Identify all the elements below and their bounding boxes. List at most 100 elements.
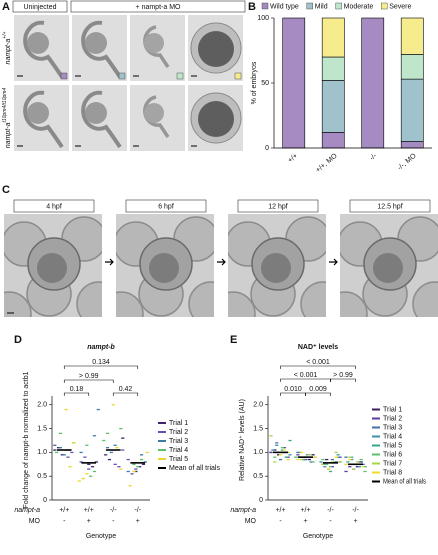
legend-label: Moderate [344, 3, 374, 10]
significance-bracket [63, 392, 90, 396]
chorion [116, 291, 144, 317]
panel-label: E [230, 334, 237, 346]
data-point [55, 451, 59, 454]
embryo [23, 20, 64, 79]
data-point [330, 466, 334, 468]
yolk [144, 103, 164, 123]
data-point [350, 456, 354, 458]
yolk [144, 33, 164, 53]
data-point [87, 468, 91, 470]
data-point [288, 439, 292, 442]
data-point [273, 461, 277, 463]
yolk [27, 102, 49, 124]
data-point [278, 454, 283, 456]
data-point [307, 458, 311, 461]
data-point [363, 466, 367, 468]
p-value: > 0.99 [79, 373, 99, 380]
panel-label: C [2, 184, 10, 196]
data-point [309, 461, 313, 463]
data-point [121, 449, 125, 451]
row-label: nampt-a+/+ [2, 31, 12, 64]
legend-swatch [381, 2, 388, 10]
y-tick-label: 1.0 [253, 449, 263, 456]
x-tick-label: - [63, 518, 66, 525]
legend-label: Severe [389, 3, 411, 10]
significance-bracket [280, 392, 306, 396]
x-tick-label: +/+ [275, 507, 285, 514]
data-point [327, 468, 331, 470]
yolk [27, 32, 49, 54]
data-point [273, 449, 277, 451]
yolk [37, 253, 67, 283]
stage-box [13, 199, 95, 213]
significance-bracket [112, 392, 139, 396]
data-point [143, 461, 147, 463]
data-point [355, 466, 359, 468]
chart-title: nampt-b [87, 344, 115, 351]
x-tick-label: +/+ [59, 507, 69, 514]
data-point [294, 456, 298, 458]
data-point [139, 454, 144, 456]
data-point [275, 444, 279, 446]
stage-box [237, 199, 319, 213]
chorion [4, 291, 32, 317]
data-point [348, 456, 352, 458]
significance-bracket [305, 392, 331, 396]
bar-segment [321, 17, 345, 58]
data-point [282, 449, 286, 451]
data-point [328, 470, 333, 473]
data-point [280, 449, 284, 451]
data-point [280, 447, 284, 449]
phenotype-key [60, 72, 68, 80]
data-point [92, 470, 97, 473]
data-point [126, 458, 130, 461]
data-point [336, 456, 340, 458]
chorion [412, 281, 438, 317]
legend-label: Trial 2 [169, 429, 188, 436]
data-point [77, 480, 81, 482]
data-point [311, 461, 315, 463]
data-point [328, 466, 333, 468]
legend-label: Trial 4 [383, 433, 402, 440]
data-point [338, 461, 342, 463]
data-point [334, 456, 338, 458]
yolk [149, 253, 179, 283]
yolk [85, 32, 107, 54]
significance-bracket [63, 379, 114, 383]
bar-segment [321, 132, 345, 149]
stage-label: 12.5 hpf [377, 203, 402, 210]
data-point [117, 466, 121, 468]
legend-label: Mild [315, 3, 328, 10]
y-tick-label: 2.0 [37, 402, 47, 409]
yolk [261, 253, 291, 283]
y-tick-label: 1.0 [37, 449, 47, 456]
bar-segment [361, 17, 385, 149]
x-tick-label: +/+ [287, 153, 299, 165]
data-point [139, 458, 144, 461]
x-tick-label: -/- [369, 152, 379, 162]
data-point [302, 458, 306, 461]
x-tick-label: +/+ [84, 507, 94, 514]
gene: nampt-a [5, 122, 12, 148]
y-axis-title: Relative NAD⁺ levels (AU) [239, 399, 246, 481]
stage-label: 4 hpf [46, 203, 62, 210]
data-point [321, 458, 325, 461]
data-point [104, 454, 108, 456]
data-point [298, 451, 302, 454]
data-point [325, 463, 329, 465]
data-point [66, 456, 70, 458]
data-point [58, 447, 63, 449]
data-point [282, 447, 286, 449]
x-tick-label: + [303, 518, 307, 525]
phenotype-key [176, 72, 184, 80]
bar-segment [400, 78, 424, 142]
x-tick-label: -/-, MO [397, 152, 419, 172]
data-point [296, 458, 300, 461]
data-point [363, 470, 367, 473]
data-point [344, 470, 348, 473]
embryo [81, 20, 122, 79]
data-point [68, 466, 72, 468]
y-axis-title: % of embryos [251, 61, 258, 104]
x-tick-label: + [87, 518, 91, 525]
legend-label: Trial 2 [383, 415, 402, 422]
